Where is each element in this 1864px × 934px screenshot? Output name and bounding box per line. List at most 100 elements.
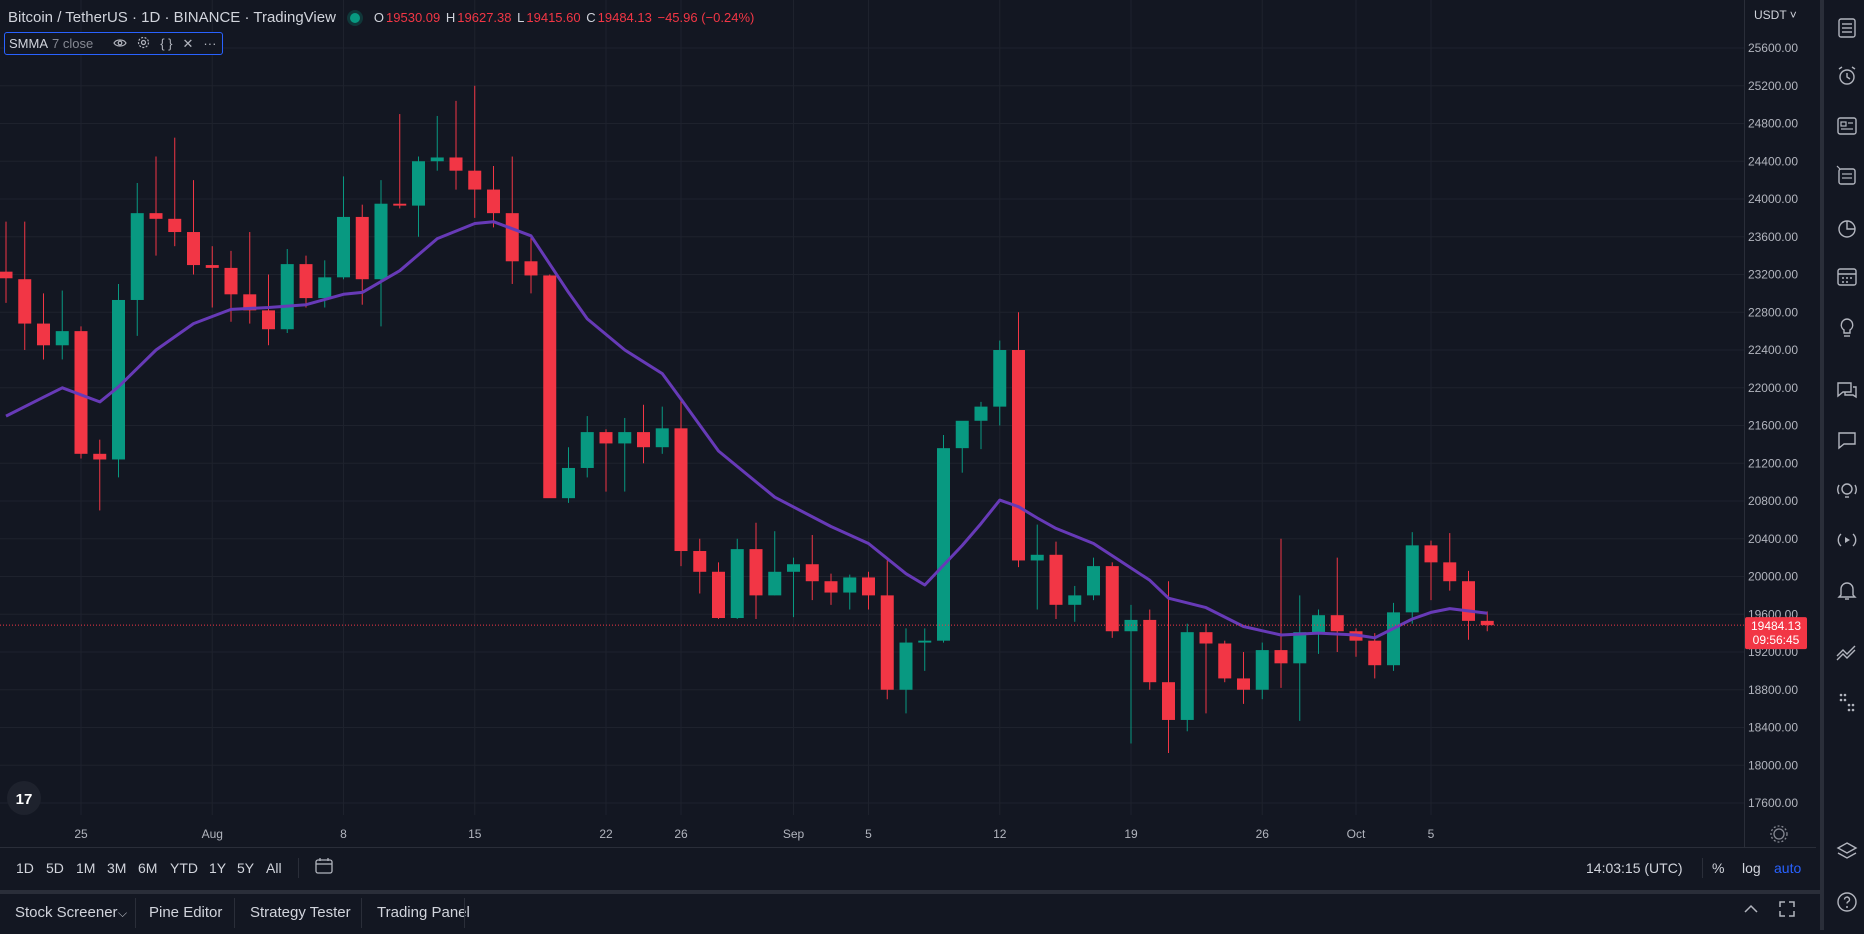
layers-icon[interactable] [1835, 840, 1859, 864]
time-tick-label: Sep [783, 827, 805, 841]
range-1d[interactable]: 1D [16, 860, 34, 876]
gear-ring [1773, 828, 1785, 840]
price-tick-label: 20800.00 [1748, 494, 1798, 508]
candle [1199, 623, 1213, 714]
calendar-icon[interactable] [1835, 264, 1859, 288]
candle-body [880, 595, 894, 690]
tab-separator [464, 898, 465, 928]
candle [1480, 611, 1494, 632]
candle [18, 221, 32, 350]
candle [674, 398, 688, 567]
time-tick-label: 26 [674, 827, 688, 841]
candle-body [130, 213, 144, 300]
chevron-up-icon[interactable] [1742, 900, 1760, 922]
candle-body [1162, 682, 1175, 720]
log-toggle[interactable]: log [1742, 860, 1761, 876]
candle [1180, 623, 1194, 732]
watchlist-icon[interactable] [1835, 16, 1859, 40]
range-3m[interactable]: 3M [107, 860, 127, 876]
candle-body [112, 299, 125, 460]
help-icon[interactable] [1835, 890, 1859, 914]
candle [543, 274, 557, 499]
range-6m[interactable]: 6M [138, 860, 158, 876]
candle-body [562, 467, 575, 499]
price-tick-label: 24400.00 [1748, 154, 1798, 168]
order-panel-icon[interactable] [1835, 640, 1859, 664]
candle [730, 538, 744, 619]
dom-icon[interactable] [1835, 690, 1859, 714]
tab-trading-panel[interactable]: Trading Panel [377, 904, 470, 921]
candle [74, 326, 88, 459]
candle-body [55, 331, 69, 346]
candle-body [1405, 545, 1419, 613]
candle-body [93, 453, 107, 460]
streams-icon[interactable] [1835, 528, 1859, 552]
more-icon[interactable]: ··· [203, 36, 217, 51]
candle [524, 236, 538, 294]
symbol-title[interactable]: Bitcoin / TetherUS · 1D · BINANCE · Trad… [8, 9, 336, 26]
candle [468, 85, 482, 218]
hotlists-icon[interactable] [1835, 216, 1859, 240]
candle-body [693, 551, 707, 572]
eye-icon[interactable] [113, 37, 127, 50]
candle-body [580, 432, 594, 468]
notifications-bell-icon[interactable] [1835, 578, 1859, 602]
tab-strategy-tester[interactable]: Strategy Tester [250, 904, 351, 921]
candle-body [412, 161, 425, 206]
range-ytd[interactable]: YTD [170, 860, 198, 876]
candle [974, 401, 988, 450]
candle-body [74, 331, 88, 454]
candle [130, 182, 144, 336]
candle-body [355, 216, 369, 280]
braces-icon[interactable]: { } [160, 36, 173, 51]
public-chat-icon[interactable] [1835, 428, 1859, 452]
candle [299, 255, 313, 308]
smma-line [5, 220, 1488, 640]
candle-body [0, 271, 13, 279]
time-axis-divider [0, 847, 1816, 848]
data-window-icon[interactable] [1835, 164, 1859, 188]
idea-stream-icon[interactable] [1835, 478, 1859, 502]
range-1y[interactable]: 1Y [209, 860, 227, 876]
ideas-lightbulb-icon[interactable] [1835, 316, 1859, 340]
alarm-clock-icon[interactable] [1835, 64, 1859, 88]
candle [880, 560, 894, 700]
price-tick-label: 24000.00 [1748, 192, 1798, 206]
range-5d[interactable]: 5D [46, 860, 64, 876]
auto-toggle[interactable]: auto [1774, 860, 1802, 876]
candle-body [449, 157, 463, 171]
range-5y[interactable]: 5Y [237, 860, 255, 876]
candle-body [1293, 632, 1307, 664]
percent-toggle[interactable]: % [1712, 860, 1725, 876]
candle [168, 137, 182, 247]
tab-stock-screener[interactable]: Stock Screener [15, 904, 118, 921]
chevron-down-icon[interactable]: ⌵ [118, 906, 128, 920]
candle-body [262, 310, 275, 330]
tab-separator [135, 898, 136, 928]
candle [0, 221, 13, 303]
tab-pine-editor[interactable]: Pine Editor [149, 904, 223, 921]
utc-clock[interactable]: 14:03:15 (UTC) [1586, 860, 1683, 876]
candle [1237, 652, 1250, 704]
calendar-goto-icon[interactable] [314, 857, 334, 878]
candle [449, 100, 463, 190]
candle [712, 562, 725, 619]
news-icon[interactable] [1835, 114, 1859, 138]
candle [637, 404, 650, 464]
candle-body [1443, 562, 1457, 582]
candle-body [393, 203, 407, 206]
close-icon[interactable]: ✕ [182, 36, 194, 51]
candle-body [318, 277, 332, 299]
candle [280, 249, 294, 334]
chats-icon[interactable] [1835, 378, 1859, 402]
range-all[interactable]: All [266, 860, 282, 876]
maximize-icon[interactable] [1778, 900, 1796, 922]
range-1m[interactable]: 1M [76, 860, 96, 876]
indicator-legend[interactable]: SMMA 7 close { } ✕ ··· [4, 32, 224, 55]
candle [1330, 557, 1344, 652]
currency-selector[interactable]: USDT ˅ [1754, 8, 1797, 22]
candle-body [468, 170, 482, 190]
gear-icon[interactable] [137, 36, 150, 51]
candle-body [243, 294, 257, 311]
